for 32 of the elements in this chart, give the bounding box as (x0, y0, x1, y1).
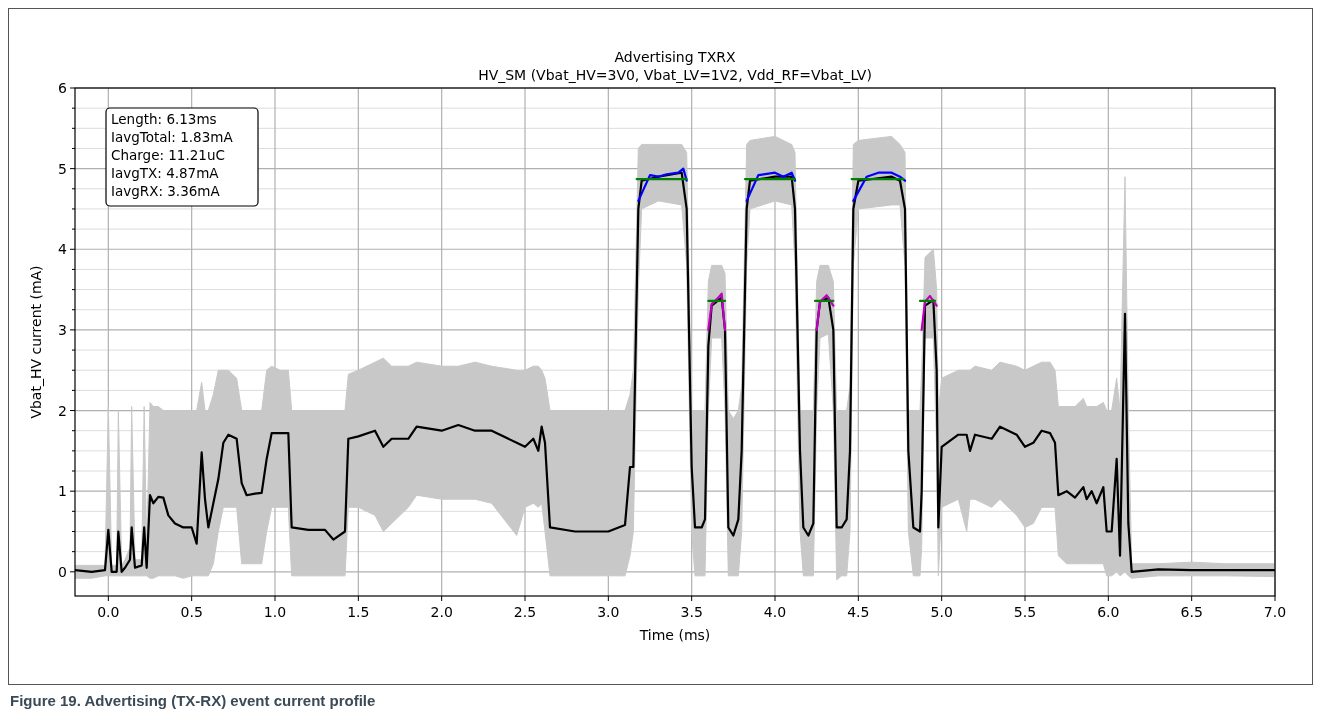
x-tick-label: 5.0 (930, 604, 953, 620)
y-tick-label: 0 (58, 563, 67, 580)
annotation: IavgTX: 4.87mA (111, 165, 220, 181)
y-tick-label: 6 (58, 80, 68, 96)
y-tick-label: 2 (58, 402, 67, 419)
x-tick-label: 5.5 (1013, 604, 1037, 620)
x-tick-label: 3.5 (680, 604, 703, 620)
annotation: Charge: 11.21uC (111, 147, 225, 163)
y-tick-label: 3 (58, 321, 67, 338)
y-axis-title: Vbat_HV current (mA) (28, 265, 44, 419)
annotation: Length: 6.13ms (111, 111, 217, 127)
y-tick-label: 1 (58, 483, 67, 500)
x-tick-label: 7.0 (1263, 604, 1287, 620)
chart-subtitle: HV_SM (Vbat_HV=3V0, Vbat_LV=1V2, Vdd_RF=Vbat_LV) (478, 67, 872, 83)
x-tick-label: 4.5 (847, 604, 870, 620)
caption: Figure 19. Advertising (TX-RX) event current profile (10, 692, 376, 709)
x-tick-label: 0.5 (180, 604, 203, 620)
x-tick-label: 4.0 (763, 604, 787, 620)
y-tick-label: 4 (58, 241, 68, 258)
x-tick-label: 6.0 (1097, 604, 1120, 620)
annotation: IavgRX: 3.36mA (111, 183, 221, 199)
x-tick-label: 0.0 (97, 604, 120, 620)
x-tick-label: 2.0 (430, 604, 453, 620)
y-tick-label: 5 (58, 160, 67, 177)
x-tick-label: 1.5 (347, 604, 370, 620)
annotation: IavgTotal: 1.83mA (111, 129, 234, 145)
x-tick-label: 1.0 (263, 604, 287, 620)
chart-title: Advertising TXRX (614, 49, 736, 65)
x-tick-label: 6.5 (1180, 604, 1203, 620)
x-axis-title: Time (ms) (638, 627, 711, 643)
x-tick-label: 3.0 (597, 604, 620, 620)
x-tick-label: 2.5 (513, 604, 537, 620)
